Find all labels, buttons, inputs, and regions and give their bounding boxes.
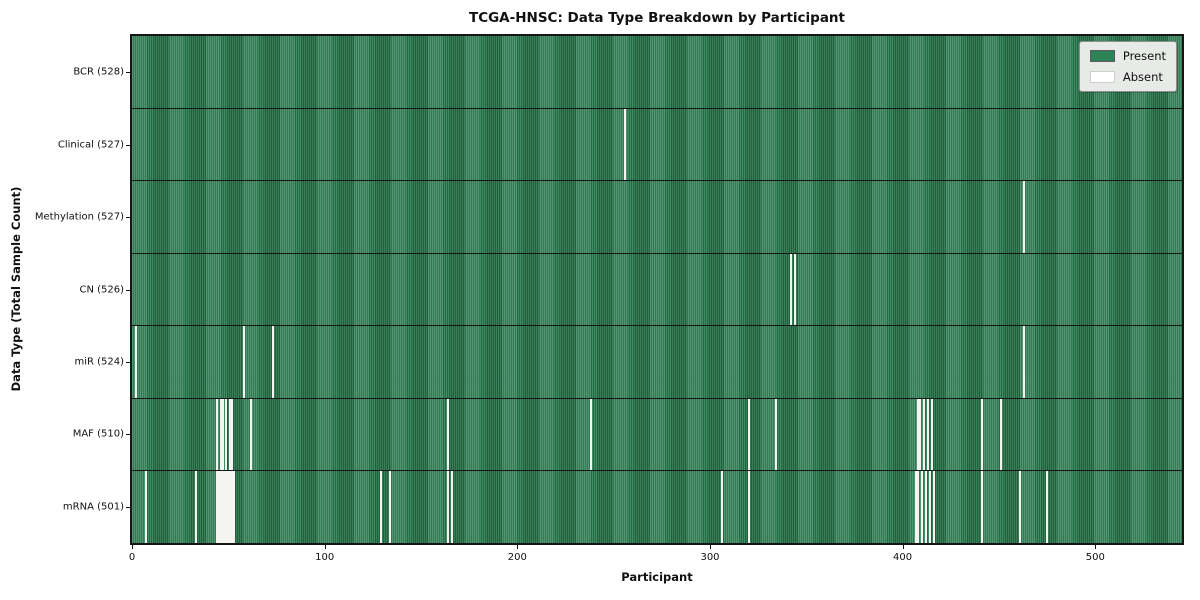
absent-line xyxy=(227,471,230,544)
xtick-label-500: 500 xyxy=(1085,552,1105,563)
absent-line xyxy=(589,398,592,471)
ytick-label-methylation: Methylation (527) xyxy=(34,211,124,223)
ytick-mark xyxy=(126,434,130,436)
x-axis-ticks: 0 100 200 300 400 500 xyxy=(128,545,1182,575)
absent-line xyxy=(747,398,750,471)
legend-label-absent: Absent xyxy=(1122,70,1163,84)
absent-line xyxy=(999,398,1002,471)
ytick-mark xyxy=(126,217,130,219)
absent-line xyxy=(926,398,929,471)
absent-line xyxy=(915,471,918,544)
absent-line xyxy=(980,471,983,544)
xtick-mark xyxy=(1095,545,1097,549)
absent-line xyxy=(144,471,147,544)
absent-line xyxy=(219,471,222,544)
absent-line xyxy=(928,471,931,544)
heatmap-rows xyxy=(132,36,1182,544)
absent-line xyxy=(242,326,245,398)
ytick-label-clinical: Clinical (527) xyxy=(57,139,124,151)
absent-line xyxy=(793,253,796,326)
absent-line xyxy=(922,398,925,471)
absent-line xyxy=(774,398,777,471)
ytick-label-mir: miR (524) xyxy=(74,356,124,368)
xtick-mark xyxy=(517,545,519,549)
absent-line xyxy=(450,471,453,544)
heatmap-row-methylation xyxy=(132,180,1182,253)
absent-line xyxy=(225,471,228,544)
legend-swatch-present xyxy=(1089,50,1115,62)
ytick-mark xyxy=(126,144,130,146)
absent-line xyxy=(215,398,218,471)
legend-item-absent: Absent xyxy=(1089,70,1166,84)
absent-line xyxy=(379,471,382,544)
absent-line xyxy=(194,471,197,544)
ytick-label-maf: MAF (510) xyxy=(72,428,124,440)
absent-line xyxy=(221,471,224,544)
xtick-mark xyxy=(132,545,133,549)
ytick-label-bcr: BCR (528) xyxy=(73,66,124,78)
absent-line xyxy=(231,398,234,471)
ytick-mark xyxy=(126,72,130,74)
absent-line xyxy=(223,471,226,544)
ytick-mark xyxy=(126,506,130,508)
heatmap-row-maf xyxy=(132,397,1182,471)
legend-label-present: Present xyxy=(1122,49,1166,63)
heatmap-row-bcr xyxy=(132,36,1182,108)
absent-line xyxy=(231,471,234,544)
absent-line xyxy=(250,398,253,471)
absent-line xyxy=(1023,326,1025,398)
absent-line xyxy=(233,471,236,544)
absent-line xyxy=(747,471,750,544)
absent-line xyxy=(215,471,218,544)
absent-line xyxy=(720,471,723,544)
xtick-label-200: 200 xyxy=(507,552,527,563)
xtick-label-0: 0 xyxy=(128,552,136,563)
legend-swatch-absent xyxy=(1089,71,1115,83)
legend-item-present: Present xyxy=(1089,49,1166,63)
heatmap-row-clinical xyxy=(132,107,1182,181)
absent-line xyxy=(389,471,392,544)
absent-line xyxy=(624,108,627,181)
chart-title: TCGA-HNSC: Data Type Breakdown by Partic… xyxy=(468,10,845,26)
absent-line xyxy=(917,471,920,544)
absent-line xyxy=(1046,471,1049,544)
absent-line xyxy=(1023,181,1025,253)
ytick-mark xyxy=(126,289,130,291)
absent-line xyxy=(930,398,933,471)
plot-area: Present Absent xyxy=(130,34,1184,545)
heatmap-row-mrna xyxy=(132,470,1182,544)
xtick-mark xyxy=(710,545,711,549)
y-axis-ticks: BCR (528) Clinical (527) Methylation (527)… xyxy=(0,34,124,545)
absent-line xyxy=(920,471,923,544)
absent-line xyxy=(221,398,224,471)
absent-line xyxy=(229,398,232,471)
absent-line xyxy=(919,398,921,471)
legend: Present Absent xyxy=(1078,41,1177,92)
absent-line xyxy=(932,471,935,544)
absent-line xyxy=(134,326,137,398)
absent-line xyxy=(447,471,449,544)
absent-line xyxy=(225,398,228,471)
xtick-mark xyxy=(324,545,326,549)
absent-line xyxy=(219,398,222,471)
absent-line xyxy=(980,398,983,471)
absent-line xyxy=(447,398,449,471)
absent-line xyxy=(229,471,232,544)
absent-line xyxy=(789,253,792,326)
heatmap-row-cn xyxy=(132,252,1182,326)
xtick-label-100: 100 xyxy=(315,552,335,563)
ytick-label-mrna: mRNA (501) xyxy=(62,501,124,513)
x-axis-label: Participant xyxy=(621,570,693,584)
absent-line xyxy=(217,471,220,544)
absent-line xyxy=(917,398,920,471)
absent-line xyxy=(1019,471,1022,544)
xtick-label-300: 300 xyxy=(700,552,720,563)
ytick-mark xyxy=(126,361,130,363)
absent-line xyxy=(271,326,274,398)
xtick-label-400: 400 xyxy=(893,552,913,563)
ytick-label-cn: CN (526) xyxy=(79,284,124,295)
absent-line xyxy=(924,471,927,544)
xtick-mark xyxy=(902,545,904,549)
heatmap-row-mir xyxy=(132,325,1182,398)
